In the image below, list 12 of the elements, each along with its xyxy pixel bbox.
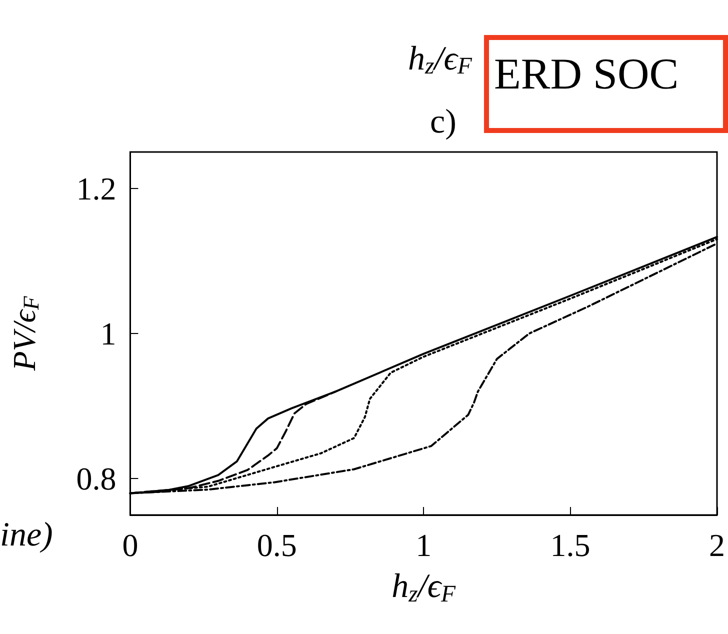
- x-tick-label: 2: [709, 527, 725, 563]
- x-tick-label: 1: [416, 527, 432, 563]
- chart-title: c): [430, 104, 456, 140]
- y-tick-label: 0.8: [76, 460, 116, 497]
- text: ERD SOC: [494, 50, 679, 98]
- x-tick-label: 0.5: [256, 527, 297, 563]
- x-tick-label: 1.5: [550, 527, 590, 563]
- text: ine): [0, 516, 53, 554]
- y-axis-title: PV/ϵF: [6, 296, 44, 372]
- x-tick-label: 0: [122, 527, 138, 563]
- y-tick-label: 1.2: [76, 170, 116, 206]
- y-tick-label: 1: [100, 316, 116, 352]
